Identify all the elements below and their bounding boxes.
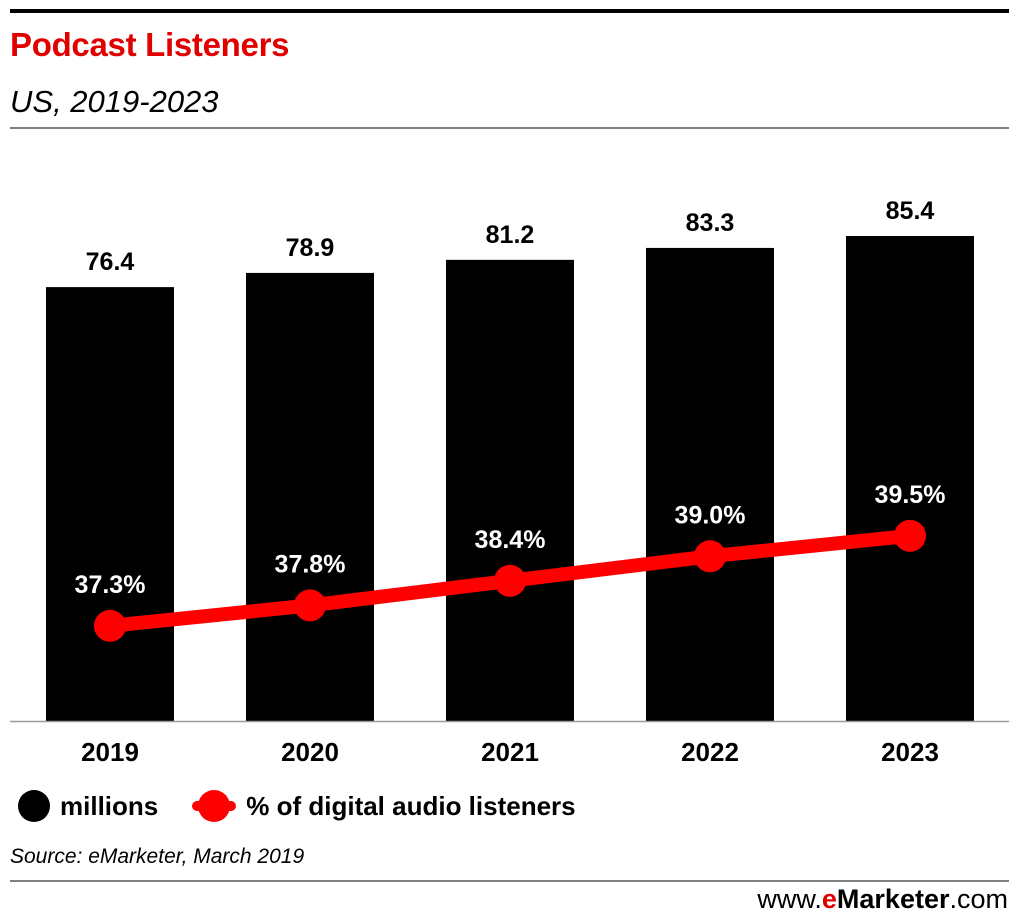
top-rule [10, 9, 1009, 13]
bar-value-label: 83.3 [686, 209, 735, 237]
legend-swatch-marker [198, 790, 231, 822]
line-layer [94, 519, 926, 642]
bar-value-label: 76.4 [86, 248, 135, 276]
legend-label-millions: millions [60, 790, 159, 821]
brand-prefix: www. [757, 884, 822, 914]
percent-marker-2019 [94, 609, 126, 642]
bar-value-label: 78.9 [286, 234, 335, 262]
bars-layer [46, 236, 974, 722]
chart-subtitle: US, 2019-2023 [10, 84, 219, 119]
legend-label-percent: % of digital audio listeners [246, 790, 576, 821]
brand-url[interactable]: www.eMarketer.com [757, 884, 1008, 915]
legend-swatch-millions [18, 790, 50, 822]
bar-value-label: 81.2 [486, 221, 535, 249]
percent-value-label: 39.5% [875, 481, 946, 509]
legend-item-percent: % of digital audio listeners [192, 790, 576, 822]
line-labels-layer: 37.3% 37.8% 38.4% 39.0% 39.5% [75, 481, 946, 599]
source-note: Source: eMarketer, March 2019 [10, 845, 305, 868]
percent-value-label: 39.0% [675, 501, 746, 529]
legend: millions % of digital audio listeners [18, 786, 610, 826]
x-tick-2023: 2023 [881, 737, 939, 767]
percent-marker-2022 [694, 540, 726, 573]
footer-divider [10, 880, 1009, 882]
legend-item-millions: millions [18, 790, 158, 822]
bar-2023 [846, 236, 974, 721]
x-tick-2020: 2020 [281, 737, 339, 767]
title-divider [10, 127, 1009, 129]
brand-e: e [821, 884, 837, 914]
bar-2022 [646, 247, 774, 722]
chart-plot: 76.4 78.9 81.2 83.3 85.4 2019 2020 2021 2022 202… [10, 197, 1009, 767]
x-tick-2021: 2021 [481, 737, 539, 767]
percent-marker-2021 [494, 564, 526, 597]
brand-suffix: .com [949, 884, 1008, 914]
x-tick-2019: 2019 [81, 737, 139, 767]
x-tick-labels: 2019 2020 2021 2022 2023 [81, 737, 939, 767]
chart-title: Podcast Listeners [10, 26, 290, 63]
brand-name: Marketer [836, 884, 950, 914]
percent-marker-2023 [894, 519, 926, 552]
bar-value-label: 85.4 [886, 197, 935, 225]
bar-2020 [246, 272, 374, 721]
legend-swatch-percent [192, 790, 237, 822]
bar-labels-layer: 76.4 78.9 81.2 83.3 85.4 [86, 197, 935, 276]
x-tick-2022: 2022 [681, 737, 739, 767]
percent-value-label: 37.3% [75, 571, 146, 599]
percent-value-label: 38.4% [475, 526, 546, 554]
bar-2021 [446, 259, 574, 721]
bar-2019 [46, 287, 174, 721]
percent-marker-2020 [294, 589, 326, 622]
percent-value-label: 37.8% [275, 550, 346, 578]
